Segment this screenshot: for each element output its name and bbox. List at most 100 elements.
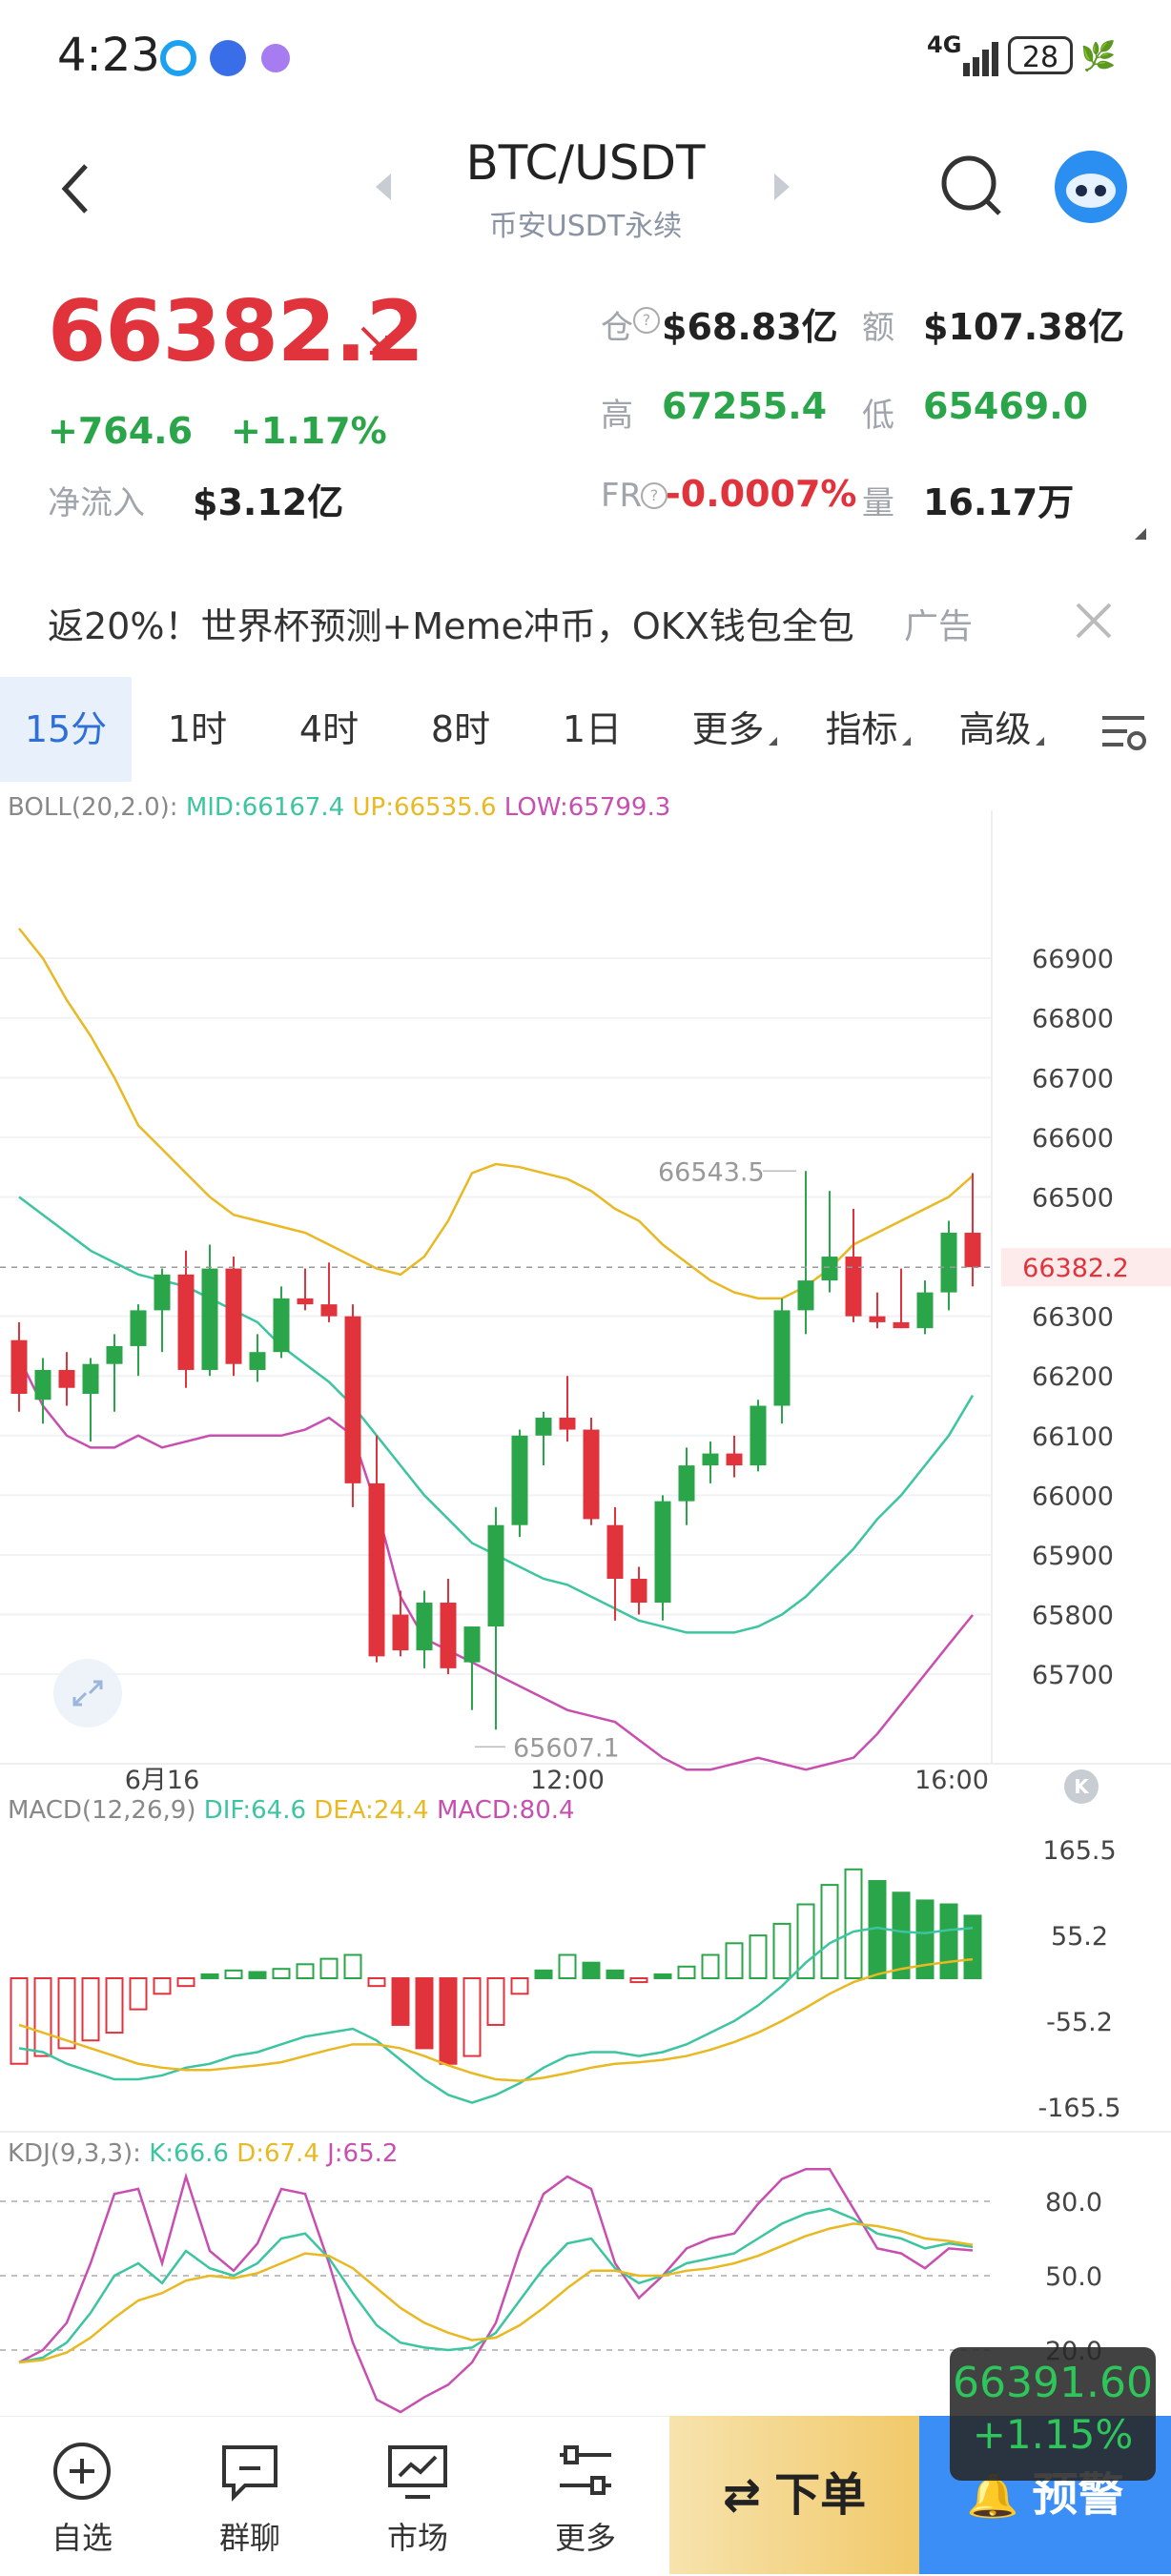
macd-histogram-bar [57,1977,76,2050]
time-tick-label: 6月16 [125,1766,200,1795]
tab-1h[interactable]: 1时 [167,708,228,750]
macd-histogram-bar [296,1963,315,1979]
price-tick-label: 66100 [1032,1422,1114,1452]
candle-body [726,1453,743,1466]
net-inflow-label: 净流入 [48,484,145,522]
candle-body [893,1321,910,1329]
place-order-button[interactable]: ⇄ 下单 [669,2416,919,2574]
tab-more[interactable]: 更多 [668,677,801,782]
expand-corner-icon[interactable] [1135,528,1146,540]
tab-advanced[interactable]: 高级 [935,677,1068,782]
candle-body [940,1233,957,1293]
macd-histogram-bar [272,1968,291,1979]
ad-banner-text[interactable]: 返20%！世界杯预测+Meme冲币，OKX钱包全包 [48,605,854,647]
next-pair-button[interactable] [774,174,790,200]
macd-histogram-bar [939,1903,958,1980]
high-label: 高 [601,397,633,435]
price-tick-label: 65800 [1032,1602,1114,1631]
macd-dea-line [18,1957,974,2082]
prev-pair-button[interactable] [376,174,391,200]
price-tick-label: 66200 [1032,1362,1114,1392]
kdj-tick-label: 80.0 [1045,2188,1102,2218]
macd-histogram-bar [176,1977,195,1988]
candle-body [964,1233,981,1268]
close-icon [1076,603,1112,639]
candle-body [773,1310,791,1406]
candle-body [154,1274,171,1311]
candle-body [344,1316,361,1483]
boll-legend: BOLL(20,2.0): MID:66167.4 UP:66535.6 LOW… [8,793,671,822]
search-button[interactable] [938,153,1005,223]
current-price-tag [1001,1248,1171,1287]
candle-body [249,1352,266,1370]
tab-15m[interactable]: 15分 [0,677,132,782]
price-tick-label: 66000 [1032,1482,1114,1511]
candle-body [392,1614,409,1651]
macd-histogram-bar [701,1953,720,1980]
turnover-value: $107.38亿 [923,306,1125,348]
candle-body [201,1268,218,1370]
candle-body [797,1280,814,1311]
macd-tick-label: -55.2 [1046,2008,1113,2037]
status-time: 4:23 [57,29,160,82]
candle-body [559,1418,576,1430]
charging-icon: 🌿 [1080,40,1117,73]
nav-chat[interactable]: 群聊 [168,2417,332,2558]
macd-histogram-bar [343,1953,362,1980]
macd-histogram-bar [224,1969,243,1980]
ad-close-button[interactable] [1072,599,1116,646]
tab-1d[interactable]: 1日 [562,708,623,750]
help-icon[interactable]: ? [641,482,668,509]
price-tick-label: 66300 [1032,1303,1114,1333]
back-button[interactable] [59,162,92,219]
help-icon[interactable]: ? [633,307,660,334]
macd-histogram-bar [844,1868,863,1980]
music-notification-icon [261,44,290,72]
pair-title[interactable]: BTC/USDT [465,135,706,191]
signal-bar [982,50,989,76]
macd-histogram-bar [10,1977,29,2065]
candle-body [58,1369,75,1388]
logo-toggle-icon[interactable]: K [1064,1769,1099,1804]
bottom-nav: 自选 群聊 市场 更多 [0,2416,1171,2575]
macd-histogram-bar [81,1977,100,2042]
robot-avatar-icon [1055,151,1127,223]
macd-histogram-bar [582,1961,601,1979]
status-bar: 4:23 4G 28 🌿 [0,0,1171,114]
price-tick-label: 66500 [1032,1183,1114,1213]
floating-price-widget[interactable]: 66391.60 +1.15% [950,2347,1156,2481]
macd-histogram-bar [33,1977,52,2057]
last-price: 66382.2 [48,282,424,380]
nav-market[interactable]: 市场 [336,2417,500,2558]
tab-indicators[interactable]: 指标 [801,677,935,782]
macd-histogram-bar [796,1903,815,1980]
macd-histogram-bar [367,1977,386,1988]
add-circle-icon [53,2443,111,2500]
expand-chart-button[interactable] [53,1659,122,1728]
candle-body [845,1257,862,1317]
app-notification-icon [160,40,196,76]
turnover-label: 额 [862,309,894,347]
funding-rate-label: FR [601,477,643,515]
signal-bar [992,42,998,76]
macd-tick-label: -165.5 [1037,2094,1120,2123]
candle-body [225,1268,242,1364]
tab-8h[interactable]: 8时 [430,708,491,750]
candle-body [678,1465,695,1502]
search-icon [941,155,1001,215]
nav-more[interactable]: 更多 [503,2417,668,2558]
tab-4h[interactable]: 4时 [298,708,360,750]
ad-tag: 广告 [904,607,974,646]
nav-watchlist[interactable]: 自选 [0,2417,164,2558]
candle-body [654,1501,671,1604]
candle-body [130,1310,147,1346]
macd-histogram-bar [486,1977,505,2026]
expand-icon [72,1680,103,1707]
market-chart-icon [388,2445,447,2499]
chart-settings-button[interactable] [1078,677,1171,782]
candle-body [320,1304,338,1317]
candlestick-chart[interactable]: 66900 66800 66700 66600 66500 66300 66200 66100… [0,782,1171,2416]
macd-histogram-bar [749,1934,768,1980]
volume-label: 量 [862,484,894,522]
assistant-bot-button[interactable] [1053,149,1129,229]
